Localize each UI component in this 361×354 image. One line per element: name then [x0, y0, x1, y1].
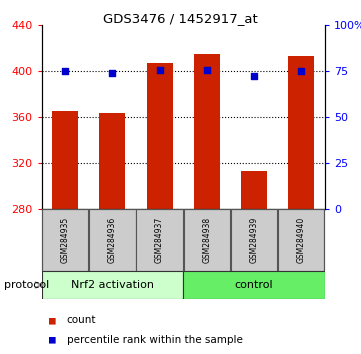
- Point: [62, 68, 68, 74]
- Text: count: count: [67, 315, 96, 325]
- Text: GSM284936: GSM284936: [108, 217, 117, 263]
- Text: control: control: [235, 280, 273, 290]
- Bar: [184, 209, 230, 271]
- Point: [299, 68, 304, 74]
- Bar: [89, 209, 135, 271]
- Text: percentile rank within the sample: percentile rank within the sample: [67, 335, 243, 345]
- Bar: [136, 209, 183, 271]
- Text: GSM284938: GSM284938: [202, 217, 211, 263]
- Text: GSM284939: GSM284939: [249, 217, 258, 263]
- Bar: [194, 53, 220, 209]
- Text: GSM284937: GSM284937: [155, 217, 164, 263]
- Point: [109, 70, 115, 75]
- Bar: [288, 56, 314, 209]
- Text: GSM284940: GSM284940: [297, 217, 306, 263]
- Text: ■: ■: [49, 335, 56, 345]
- Text: ■: ■: [49, 315, 56, 325]
- Bar: [99, 113, 125, 209]
- Bar: [278, 209, 325, 271]
- Bar: [241, 171, 267, 209]
- Text: GDS3476 / 1452917_at: GDS3476 / 1452917_at: [103, 12, 258, 25]
- Bar: [42, 271, 183, 299]
- Text: GSM284935: GSM284935: [61, 217, 70, 263]
- Bar: [147, 63, 173, 209]
- Text: protocol: protocol: [4, 280, 49, 290]
- Point: [204, 67, 210, 73]
- Bar: [42, 209, 88, 271]
- Point: [157, 67, 162, 73]
- Text: Nrf2 activation: Nrf2 activation: [71, 280, 154, 290]
- Bar: [183, 271, 325, 299]
- Bar: [52, 111, 78, 209]
- Bar: [231, 209, 277, 271]
- Point: [251, 74, 257, 79]
